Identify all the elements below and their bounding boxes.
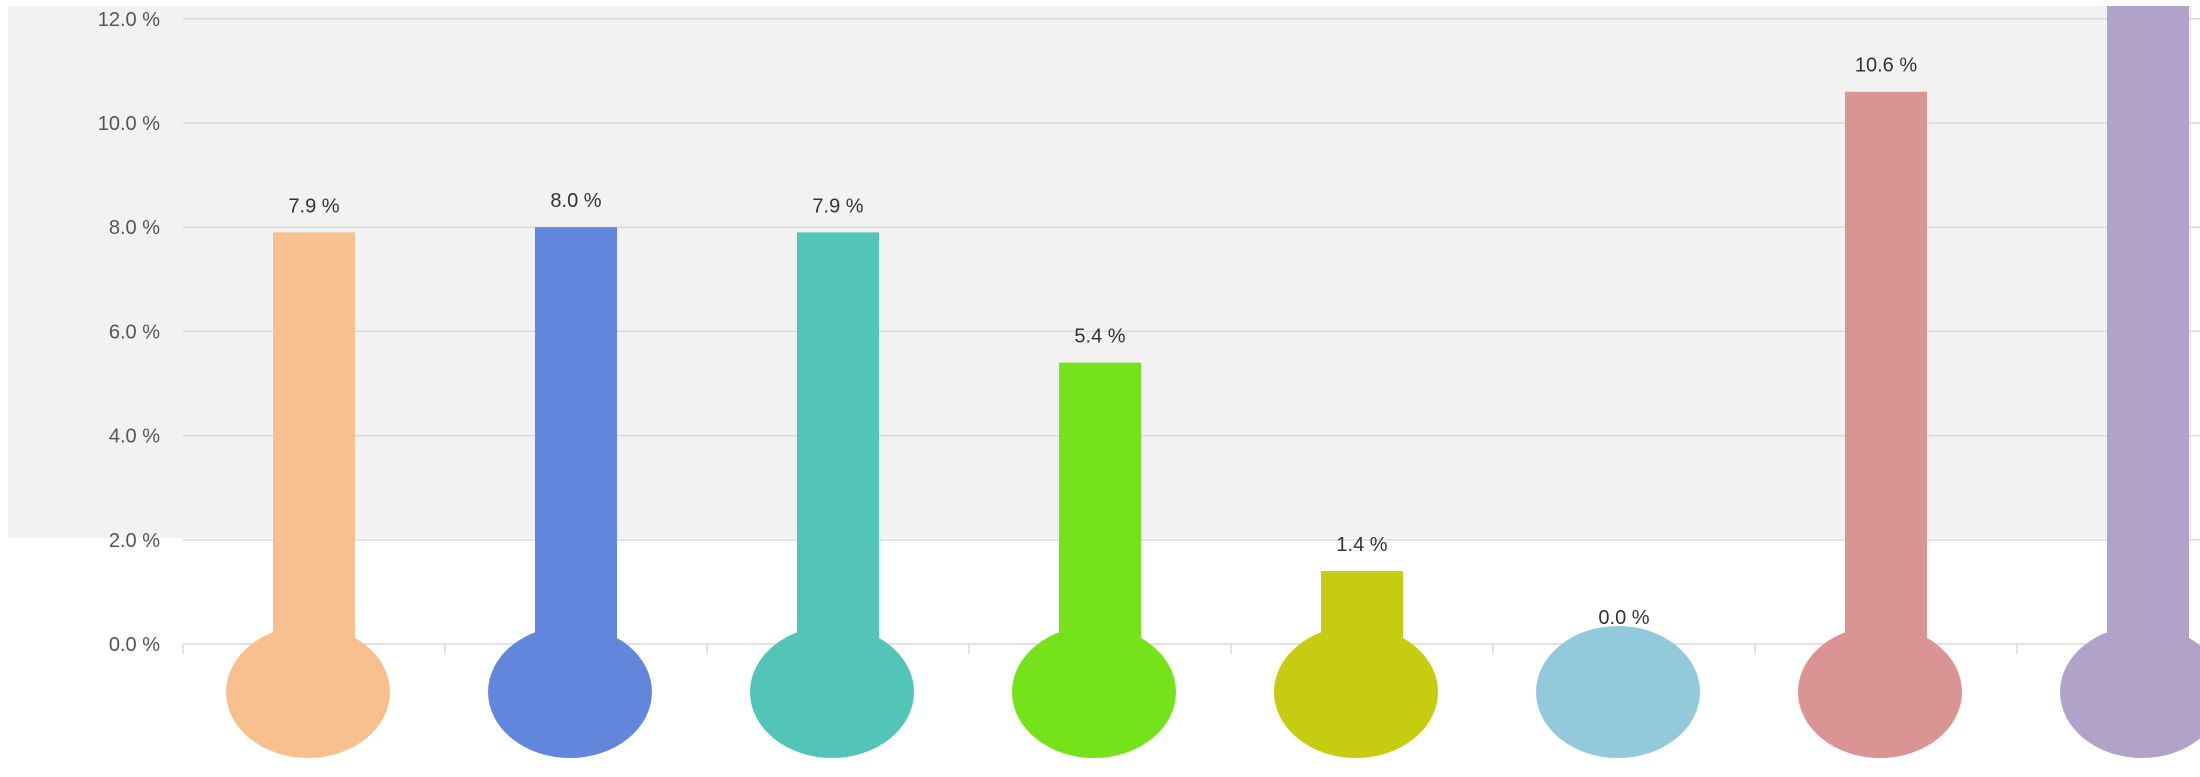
y-tick-label: 8.0 % xyxy=(109,217,160,239)
bar-bulb xyxy=(226,626,390,758)
data-label: 7.9 % xyxy=(288,195,339,217)
data-labels: 7.9 % 8.0 % 7.9 % 5.4 % 1.4 % 0.0 % 10.6 % xyxy=(288,55,1917,629)
bar-bulb xyxy=(750,626,914,758)
data-label: 5.4 % xyxy=(1074,326,1125,348)
x-axis xyxy=(182,644,2018,654)
bar-bulb xyxy=(1536,626,1700,758)
y-tick-label: 2.0 % xyxy=(109,530,160,552)
bar-stem xyxy=(535,227,617,692)
bar-bulb xyxy=(2060,626,2200,758)
data-label: 10.6 % xyxy=(1855,55,1917,77)
data-label: 0.0 % xyxy=(1598,607,1649,629)
data-label: 1.4 % xyxy=(1336,534,1387,556)
bars xyxy=(226,6,2200,758)
y-tick-label: 4.0 % xyxy=(109,426,160,448)
bar-stem xyxy=(2107,6,2189,692)
bar-bulb xyxy=(1274,626,1438,758)
data-label: 7.9 % xyxy=(812,195,863,217)
y-tick-label: 10.0 % xyxy=(98,113,160,135)
y-axis: 0.0 % 2.0 % 4.0 % 6.0 % 8.0 % 10.0 % 12.0 % xyxy=(98,9,160,656)
data-label: 8.0 % xyxy=(550,190,601,212)
bar-stem xyxy=(273,232,355,692)
bar-stem xyxy=(797,232,879,692)
bar-bulb xyxy=(1012,626,1176,758)
bar-bulb xyxy=(488,626,652,758)
y-tick-label: 6.0 % xyxy=(109,321,160,343)
bar-bulb xyxy=(1798,626,1962,758)
y-tick-label: 0.0 % xyxy=(109,634,160,656)
y-tick-label: 12.0 % xyxy=(98,9,160,31)
bar-stem xyxy=(1845,91,1927,693)
